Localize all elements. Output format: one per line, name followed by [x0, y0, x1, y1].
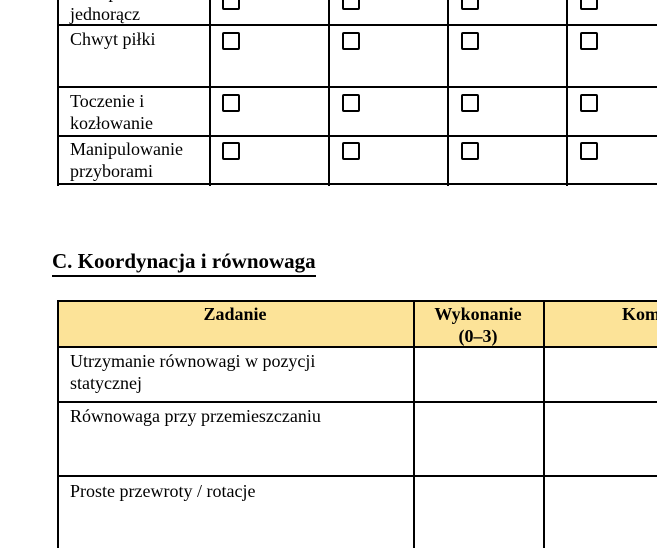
column-header-score-line2: (0–3) — [458, 326, 498, 346]
table-border-line — [57, 86, 657, 88]
table-border-line — [543, 300, 545, 548]
table-border-line — [57, 183, 657, 185]
checkbox[interactable] — [222, 94, 240, 112]
task-cell-line: Proste przewroty / rotacje — [70, 481, 256, 501]
coordination-table: Zadanie Wykonanie (0–3) Komentarz Utrzym… — [57, 300, 657, 548]
table-border-line — [57, 24, 657, 26]
checkbox[interactable] — [461, 32, 479, 50]
checkbox[interactable] — [461, 94, 479, 112]
task-cell: Proste przewroty / rotacje — [70, 480, 255, 502]
table-border-line — [57, 0, 59, 186]
table-border-line — [566, 0, 568, 186]
table-border-line — [57, 475, 657, 477]
motor-row-label-line: Rzut piłki — [70, 0, 142, 3]
motor-row-label-line: przyborami — [70, 161, 153, 181]
table-border-line — [57, 401, 657, 403]
column-header-comment: Komentarz — [622, 304, 657, 324]
table-border-line — [209, 0, 211, 186]
checkbox[interactable] — [342, 32, 360, 50]
motor-row-label-line: Toczenie i — [70, 91, 145, 111]
table-border-line — [447, 0, 449, 186]
checkbox[interactable] — [342, 94, 360, 112]
table-border-line — [57, 300, 657, 302]
checkbox[interactable] — [222, 32, 240, 50]
task-cell-line: Utrzymanie równowagi w pozycji — [70, 351, 316, 371]
checkbox[interactable] — [461, 142, 479, 160]
column-header-score-line1: Wykonanie — [434, 304, 522, 324]
checkbox[interactable] — [342, 0, 360, 10]
motor-row-label-line: Manipulowanie — [70, 139, 183, 159]
checkbox[interactable] — [222, 0, 240, 10]
task-cell-line: statycznej — [70, 373, 142, 393]
checkbox[interactable] — [222, 142, 240, 160]
table-border-line — [413, 300, 415, 548]
table-border-line — [57, 300, 59, 548]
motor-row-label-line: Chwyt piłki — [70, 29, 156, 49]
checkbox[interactable] — [580, 32, 598, 50]
table-border-line — [57, 135, 657, 137]
section-c-heading: C. Koordynacja i równowaga — [52, 249, 316, 277]
task-cell: Równowaga przy przemieszczaniu — [70, 405, 321, 427]
motor-row-label: Rzut piłki jednorącz — [70, 0, 142, 25]
table-border-line — [328, 0, 330, 186]
motor-row-label: Chwyt piłki — [70, 28, 156, 50]
task-cell-line: Równowaga przy przemieszczaniu — [70, 406, 321, 426]
checkbox[interactable] — [580, 94, 598, 112]
motor-skills-table: Rzut piłki jednorącz Chwyt piłki Toczeni… — [57, 0, 657, 187]
checkbox[interactable] — [580, 0, 598, 10]
motor-row-label-line: kozłowanie — [70, 113, 153, 133]
motor-row-label-line: jednorącz — [70, 4, 140, 24]
checkbox[interactable] — [461, 0, 479, 10]
motor-row-label: Manipulowanie przyborami — [70, 138, 183, 182]
column-header-task: Zadanie — [203, 304, 267, 324]
task-cell: Utrzymanie równowagi w pozycji statyczne… — [70, 350, 315, 394]
table-header-fill — [57, 300, 657, 347]
checkbox[interactable] — [580, 142, 598, 160]
table-border-line — [57, 346, 657, 348]
checkbox[interactable] — [342, 142, 360, 160]
motor-row-label: Toczenie i kozłowanie — [70, 90, 153, 134]
